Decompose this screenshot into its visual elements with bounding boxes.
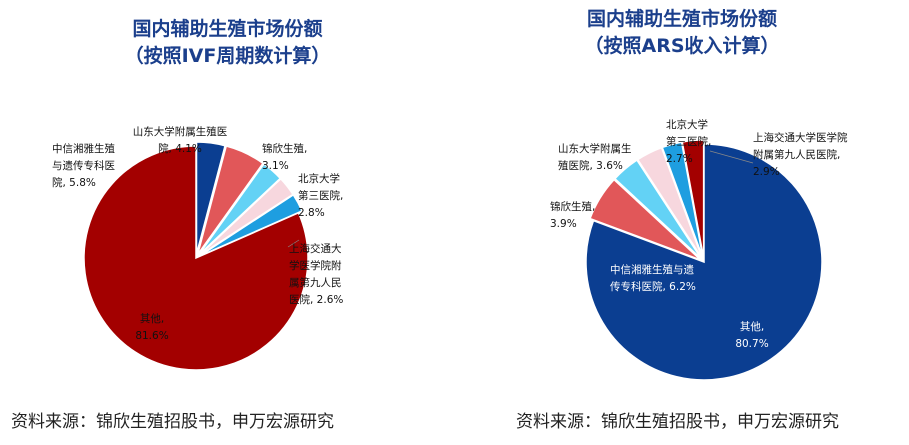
slice-data-label: 上海交通大学医学院附属第九人民医院, 2.6%: [289, 242, 343, 306]
chart-title-line-1: 国内辅助生殖市场份额: [132, 18, 323, 40]
ars-pie-chart: 其他, 80.7% 中信湘雅生殖与遗传专科医院, 6.2% 锦欣生殖, 3.9% 山东大学…: [550, 118, 848, 381]
ivf-pie-chart: 山东大学附属生殖医院, 4.1% 中信湘雅生殖与遗传专科医院, 5.8% 锦欣生殖,…: [52, 125, 343, 371]
pie-slice: [681, 139, 705, 259]
ars-share-panel: 国内辅助生殖市场份额 （按照ARS收入计算） 其他, 80.7% 中信湘雅生殖与遗传…: [455, 0, 909, 445]
chart-title-line-1: 国内辅助生殖市场份额: [586, 8, 777, 30]
pie-slice: [196, 145, 265, 255]
label-leader-line: [287, 239, 300, 248]
slice-data-label: 山东大学附属生殖医院, 4.1%: [133, 125, 228, 155]
label-leader-line: [709, 150, 754, 164]
source-note: 资料来源：锦欣生殖招股书，申万宏源研究: [516, 412, 839, 432]
slice-data-label: 锦欣生殖, 3.9%: [550, 200, 595, 230]
pie-slice: [199, 193, 304, 257]
pie-slice: [613, 159, 703, 260]
slice-data-label: 山东大学附属生殖医院, 3.6%: [558, 142, 632, 172]
ivf-share-panel: 国内辅助生殖市场份额 （按照IVF周期数计算） 山东大学附属生殖医院, 4.1%…: [11, 18, 343, 432]
slice-data-label: 其他, 80.7%: [735, 320, 768, 350]
slice-data-label: 其他, 81.6%: [135, 312, 168, 342]
pie-slice: [589, 178, 702, 261]
pie-slice: [585, 143, 823, 381]
pie-slice: [83, 145, 309, 371]
pie-slice: [195, 141, 226, 255]
slice-data-label: 上海交通大学医学院附属第九人民医院, 2.9%: [753, 131, 848, 178]
slice-data-label: 北京大学第三医院, 2.8%: [298, 172, 343, 219]
slice-data-label: 北京大学第三医院, 2.7%: [666, 118, 711, 165]
source-note: 资料来源：锦欣生殖招股书，申万宏源研究: [11, 412, 334, 432]
pie-slice: [636, 146, 703, 259]
chart-title-line-2: （按照IVF周期数计算）: [124, 45, 331, 67]
slice-data-label: 中信湘雅生殖与遗传专科医院, 5.8%: [52, 142, 115, 189]
slice-data-label: 锦欣生殖, 3.1%: [262, 142, 307, 172]
slice-data-label: 中信湘雅生殖与遗传专科医院, 6.2%: [610, 263, 696, 293]
chart-title-line-2: （按照ARS收入计算）: [584, 35, 780, 57]
